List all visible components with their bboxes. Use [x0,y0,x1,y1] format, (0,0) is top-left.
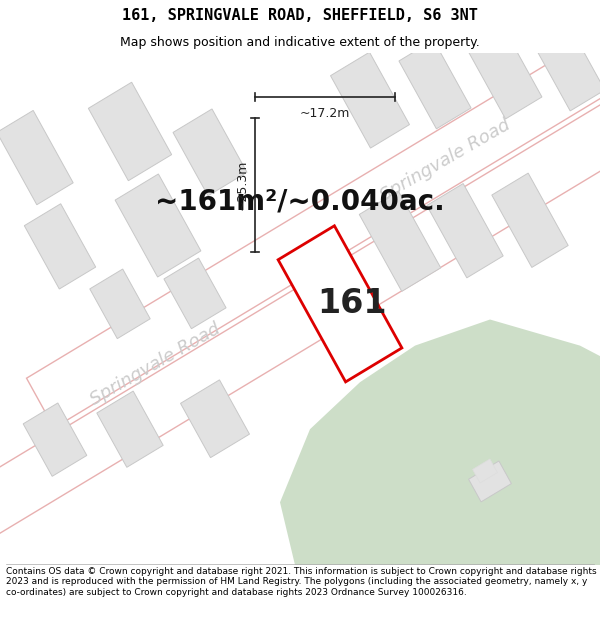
Polygon shape [97,391,163,468]
Polygon shape [90,269,150,339]
Polygon shape [0,101,600,621]
Polygon shape [280,319,600,565]
Polygon shape [359,191,441,291]
Text: ~25.3m: ~25.3m [236,159,249,210]
Text: 161: 161 [317,288,387,321]
Text: Springvale Road: Springvale Road [87,320,223,409]
Polygon shape [331,52,409,148]
Text: Map shows position and indicative extent of the property.: Map shows position and indicative extent… [120,36,480,49]
Polygon shape [25,204,95,289]
Polygon shape [26,0,600,428]
Text: Contains OS data © Crown copyright and database right 2021. This information is : Contains OS data © Crown copyright and d… [6,567,596,597]
Polygon shape [469,461,511,502]
Text: 161, SPRINGVALE ROAD, SHEFFIELD, S6 3NT: 161, SPRINGVALE ROAD, SHEFFIELD, S6 3NT [122,8,478,23]
Text: ~161m²/~0.040ac.: ~161m²/~0.040ac. [155,188,445,216]
Polygon shape [115,174,201,277]
Polygon shape [535,27,600,111]
Polygon shape [164,258,226,329]
Text: Springvale Road: Springvale Road [377,116,513,206]
Polygon shape [0,111,73,205]
Polygon shape [23,403,87,476]
Polygon shape [473,459,497,483]
Polygon shape [399,40,471,129]
Polygon shape [278,226,402,382]
Polygon shape [173,109,247,196]
Polygon shape [492,173,568,268]
Polygon shape [427,184,503,278]
Polygon shape [88,82,172,181]
Text: ~17.2m: ~17.2m [300,107,350,121]
Polygon shape [468,29,542,119]
Polygon shape [181,380,250,458]
